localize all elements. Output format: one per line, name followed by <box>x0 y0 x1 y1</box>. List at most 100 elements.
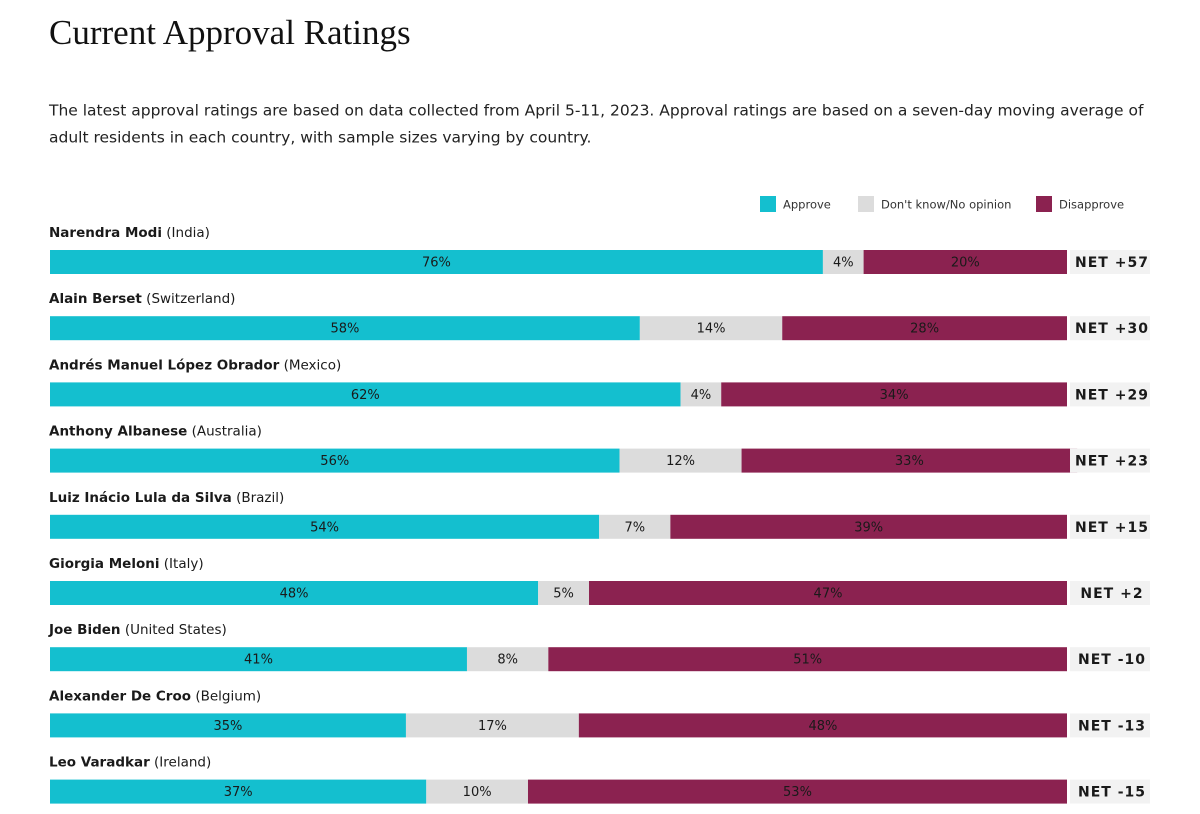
row-label: Leo Varadkar (Ireland) <box>49 755 211 771</box>
bar-segment <box>527 779 1067 804</box>
value-label: 51% <box>793 653 822 668</box>
net-label: NET +29 <box>1075 387 1149 403</box>
value-label: 8% <box>497 653 518 668</box>
net-box <box>1070 647 1150 672</box>
bar-segment <box>863 250 1067 274</box>
country: (Belgium) <box>195 688 261 704</box>
leader-name: Andrés Manuel López Obrador <box>49 357 280 373</box>
row-label: Andrés Manuel López Obrador (Mexico) <box>49 357 341 373</box>
subtitle: adult residents in each country, with sa… <box>49 129 591 147</box>
bar-segment <box>782 316 1067 341</box>
value-label: 35% <box>214 719 243 734</box>
bar-segment <box>822 250 864 274</box>
net-box <box>1070 316 1150 341</box>
row-label: Alain Berset (Switzerland) <box>49 291 235 307</box>
subtitle: The latest approval ratings are based on… <box>48 102 1144 120</box>
value-label: 53% <box>783 785 812 800</box>
bar-segment <box>50 448 620 473</box>
country: (Switzerland) <box>146 291 235 307</box>
net-label: NET +15 <box>1075 520 1149 536</box>
bar-segment <box>538 581 590 605</box>
net-box <box>1070 382 1150 407</box>
row-label: Alexander De Croo (Belgium) <box>49 688 261 704</box>
value-label: 14% <box>697 322 726 337</box>
value-label: 62% <box>351 388 380 403</box>
legend-swatch <box>1036 196 1052 212</box>
value-label: 34% <box>880 388 909 403</box>
legend-label: Disapprove <box>1059 198 1124 212</box>
bar-segment <box>50 250 823 274</box>
value-label: 7% <box>624 520 645 535</box>
country: (Italy) <box>164 556 204 572</box>
bar-segment <box>50 316 640 341</box>
legend-label: Approve <box>783 198 831 212</box>
net-label: NET +30 <box>1075 321 1149 337</box>
value-label: 58% <box>330 322 359 337</box>
bar-segment <box>50 514 600 539</box>
net-label: NET +57 <box>1075 255 1149 271</box>
row-label: Luiz Inácio Lula da Silva (Brazil) <box>49 490 284 506</box>
country: (India) <box>166 225 210 241</box>
value-label: 41% <box>244 653 273 668</box>
bar-segment <box>619 448 742 473</box>
bar-segment <box>50 713 406 738</box>
leader-name: Alexander De Croo <box>49 688 191 704</box>
country: (Australia) <box>192 424 262 440</box>
bar-segment <box>50 647 467 672</box>
row-label: Joe Biden (United States) <box>48 622 227 638</box>
legend-swatch <box>858 196 874 212</box>
net-box <box>1070 581 1150 605</box>
bar-segment <box>426 779 528 804</box>
chart-title: Current Approval Ratings <box>49 13 411 52</box>
bar-segment <box>578 713 1067 738</box>
bar-segment <box>466 647 549 672</box>
value-label: 39% <box>854 520 883 535</box>
bar-segment <box>405 713 579 738</box>
bar-segment <box>721 382 1067 407</box>
leader-name: Joe Biden <box>48 622 121 638</box>
bar-segment <box>741 448 1078 473</box>
value-label: 5% <box>553 587 574 602</box>
net-label: NET -15 <box>1078 785 1146 801</box>
leader-name: Giorgia Meloni <box>49 556 159 572</box>
value-label: 54% <box>310 520 339 535</box>
net-label: NET +2 <box>1080 586 1143 602</box>
bar-segment <box>639 316 783 341</box>
value-label: 4% <box>833 256 854 271</box>
net-box <box>1070 250 1150 274</box>
bar-segment <box>50 779 427 804</box>
net-label: NET -13 <box>1078 718 1146 734</box>
value-label: 12% <box>666 454 695 469</box>
row-label: Anthony Albanese (Australia) <box>49 424 262 440</box>
net-box <box>1070 514 1150 539</box>
value-label: 10% <box>463 785 492 800</box>
value-label: 28% <box>910 322 939 337</box>
value-label: 76% <box>422 256 451 271</box>
net-label: NET +23 <box>1075 454 1149 470</box>
value-label: 17% <box>478 719 507 734</box>
value-label: 48% <box>280 587 309 602</box>
leader-name: Leo Varadkar <box>49 755 150 771</box>
country: (Brazil) <box>236 490 284 506</box>
country: (United States) <box>125 622 227 638</box>
row-label: Giorgia Meloni (Italy) <box>49 556 204 572</box>
leader-name: Anthony Albanese <box>49 424 187 440</box>
legend-swatch <box>760 196 776 212</box>
value-label: 37% <box>224 785 253 800</box>
leader-name: Luiz Inácio Lula da Silva <box>49 490 232 506</box>
leader-name: Narendra Modi <box>49 225 162 241</box>
country: (Ireland) <box>154 755 211 771</box>
value-label: 48% <box>808 719 837 734</box>
bar-segment <box>670 514 1067 539</box>
bar-segment <box>680 382 722 407</box>
legend-label: Don't know/No opinion <box>881 198 1011 212</box>
bar-segment <box>50 581 539 605</box>
value-label: 33% <box>895 454 924 469</box>
bar-segment <box>548 647 1067 672</box>
leader-name: Alain Berset <box>49 291 142 307</box>
value-label: 4% <box>691 388 712 403</box>
country: (Mexico) <box>284 357 342 373</box>
net-label: NET -10 <box>1078 652 1146 668</box>
value-label: 20% <box>951 256 980 271</box>
